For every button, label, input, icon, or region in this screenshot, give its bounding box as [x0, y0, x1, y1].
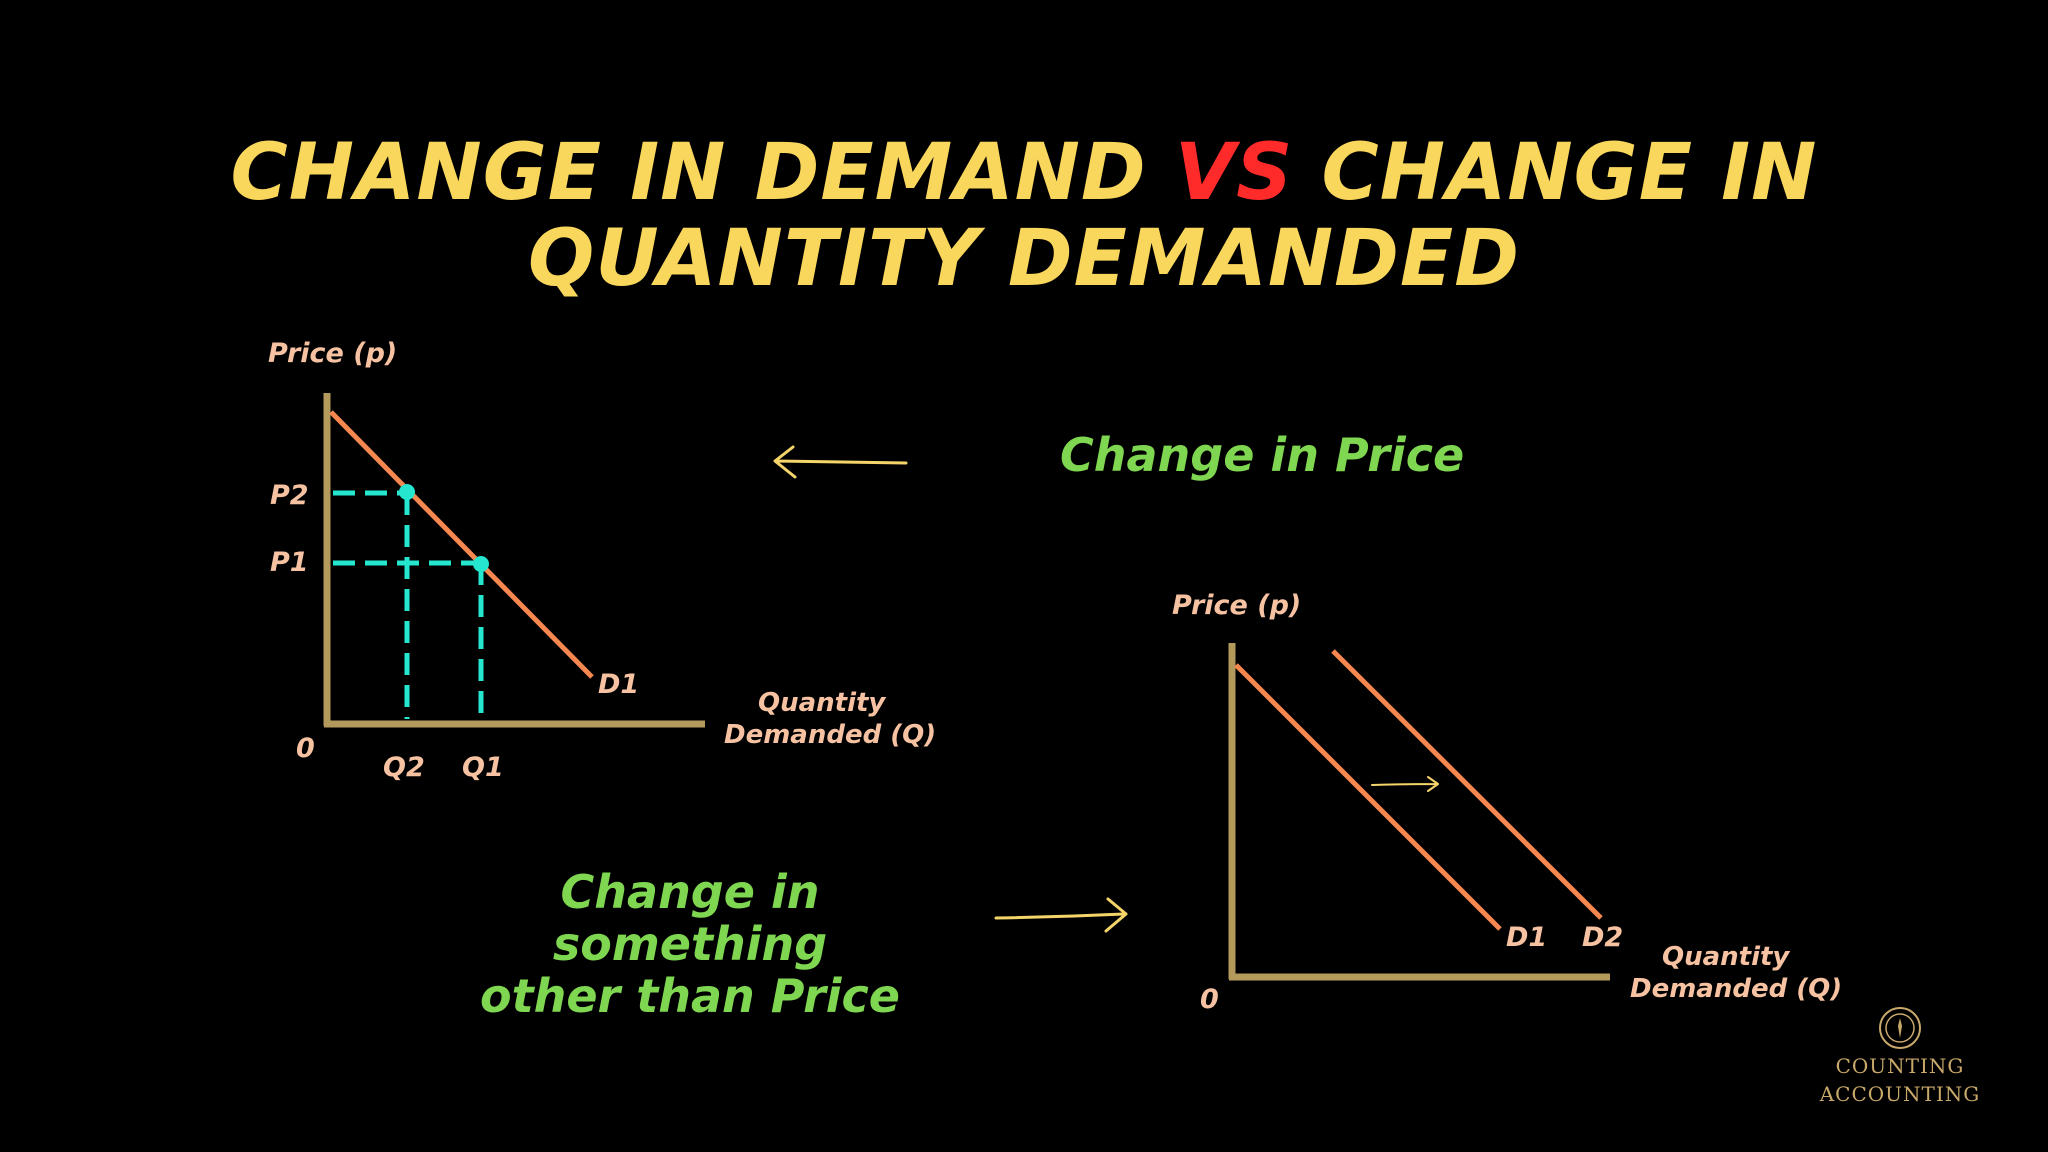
- left-x-axis-label-1: Quantity: [758, 688, 886, 718]
- arrow-right-icon: [994, 897, 1128, 933]
- left-origin-label: 0: [296, 733, 315, 764]
- right-graph: [1228, 643, 1610, 981]
- left-point-p1: [473, 556, 489, 572]
- title-line-1: CHANGE IN DEMAND VS CHANGE IN: [0, 128, 2048, 218]
- change-other-label: Change in something other than Price: [430, 866, 950, 1022]
- right-demand-curve-d2: [1331, 649, 1603, 920]
- title-line-2: QUANTITY DEMANDED: [528, 214, 1520, 304]
- right-demand-curve-d1: [1234, 663, 1502, 931]
- left-graph: [323, 393, 705, 728]
- right-x-axis-label-1: Quantity: [1662, 942, 1790, 972]
- left-p1-label: P1: [270, 547, 309, 578]
- change-other-line-1: Change in something: [552, 865, 828, 971]
- left-point-p2: [399, 484, 415, 500]
- left-y-axis-label: Price (p): [268, 338, 398, 369]
- right-curve-d2-label: D2: [1582, 922, 1624, 953]
- left-p2-label: P2: [270, 480, 309, 511]
- right-y-axis-label: Price (p): [1172, 590, 1302, 621]
- left-q2-label: Q2: [383, 752, 425, 783]
- title-part-1: CHANGE IN DEMAND: [230, 128, 1147, 218]
- title-vs: VS: [1174, 128, 1294, 218]
- change-in-price-label: Change in Price: [1060, 428, 1465, 482]
- laurel-logo-icon: [1879, 1007, 1921, 1049]
- right-x-axis-label-2: Demanded (Q): [1630, 974, 1843, 1004]
- title-part-2: CHANGE IN: [1321, 128, 1818, 218]
- left-x-axis-label-2: Demanded (Q): [724, 720, 937, 750]
- right-origin-label: 0: [1200, 984, 1219, 1015]
- right-curve-d1-label: D1: [1506, 922, 1548, 953]
- left-demand-curve: [329, 410, 594, 679]
- brand-line-2: ACCOUNTING: [1819, 1082, 1981, 1106]
- left-curve-label: D1: [598, 669, 640, 700]
- change-other-line-2: other than Price: [480, 969, 900, 1023]
- brand-line-1: COUNTING: [1835, 1054, 1965, 1078]
- left-q1-label: Q1: [462, 752, 504, 783]
- shift-arrow-icon: [1371, 776, 1439, 792]
- arrow-left-icon: [773, 445, 908, 479]
